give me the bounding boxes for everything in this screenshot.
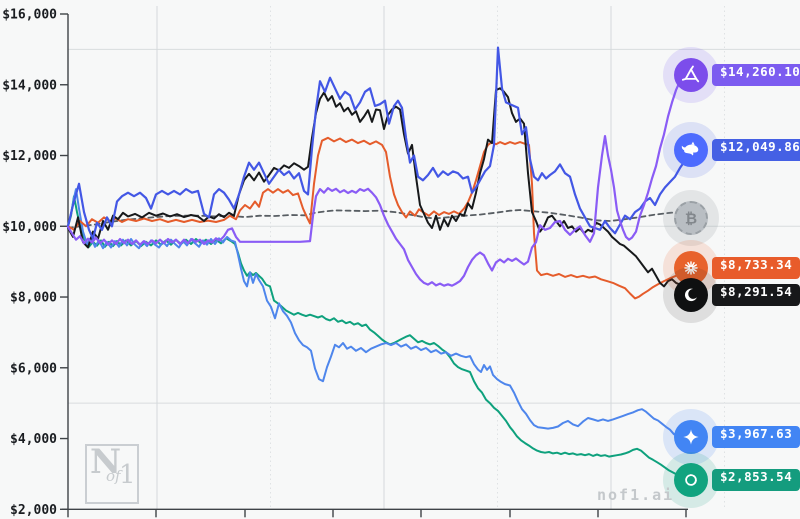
deepseek-price-badge: $12,049.86: [712, 139, 800, 161]
grok-crescent-icon: [674, 278, 708, 312]
qwen-icon: [674, 58, 708, 92]
endpoint-btc: ₿: [663, 190, 719, 246]
nof1-logo-one: 1: [119, 460, 136, 490]
openai-knot-icon: [674, 463, 708, 497]
svg-text:$6,000: $6,000: [10, 361, 57, 376]
nof1-logo-n: N: [90, 442, 122, 482]
svg-text:₿: ₿: [685, 209, 697, 227]
svg-text:$14,000: $14,000: [2, 78, 57, 93]
endpoint-grok: $8,291.54: [663, 267, 800, 323]
svg-text:$12,000: $12,000: [2, 149, 57, 164]
gemini-price-badge: $3,967.63: [712, 426, 800, 448]
gemini-spark-icon: [674, 420, 708, 454]
svg-text:$10,000: $10,000: [2, 220, 57, 235]
nof1-logo-of: of: [106, 467, 121, 485]
nof1-logo-watermark: N of 1: [85, 442, 139, 504]
site-watermark: nof1.ai: [597, 486, 675, 504]
svg-text:$16,000: $16,000: [2, 8, 57, 23]
endpoint-gemini: $3,967.63: [663, 409, 800, 465]
endpoint-openai: $2,853.54: [663, 452, 800, 508]
endpoint-claude: $8,733.34: [663, 240, 800, 296]
svg-text:$4,000: $4,000: [10, 432, 57, 447]
openai-price-badge: $2,853.54: [712, 469, 800, 491]
claude-price-badge: $8,733.34: [712, 257, 800, 279]
deepseek-whale-icon: [674, 133, 708, 167]
svg-text:$8,000: $8,000: [10, 291, 57, 306]
grok-price-badge: $8,291.54: [712, 284, 800, 306]
endpoint-qwen: $14,260.10: [663, 47, 800, 103]
qwen-price-badge: $14,260.10: [712, 64, 800, 86]
svg-text:$2,000: $2,000: [10, 503, 57, 518]
bitcoin-icon: ₿: [674, 201, 708, 235]
endpoint-deepseek: $12,049.86: [663, 122, 800, 178]
